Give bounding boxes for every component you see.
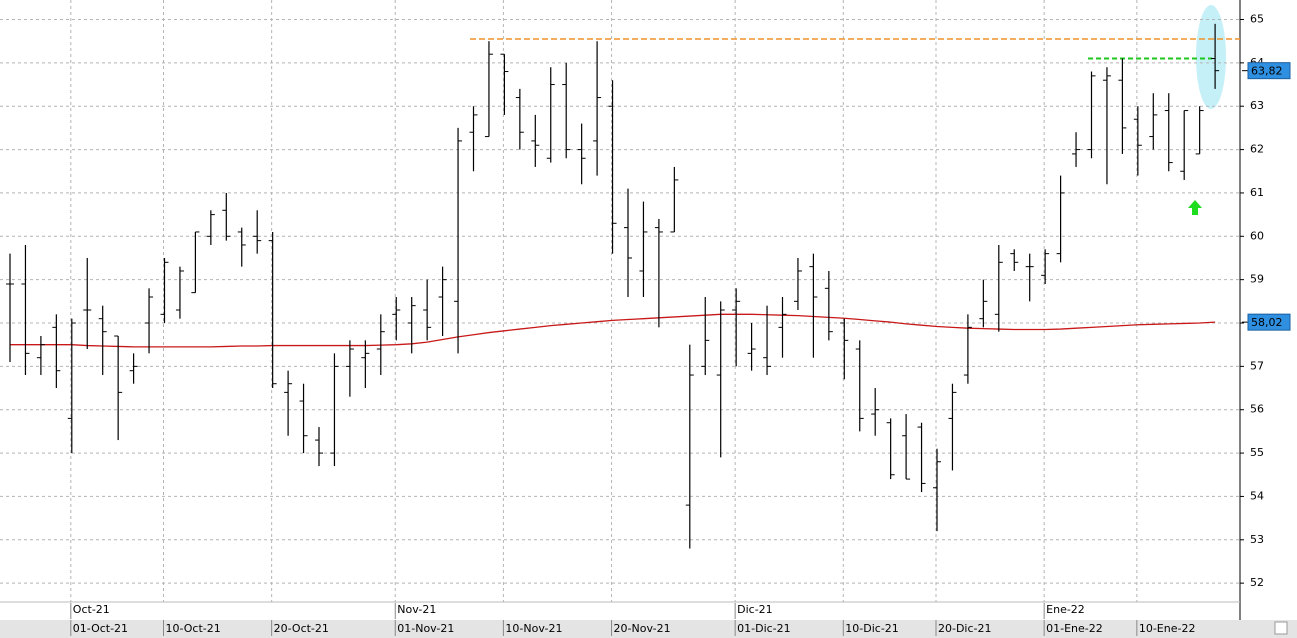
up-arrow [1188, 200, 1202, 215]
x-tick-label: 20-Nov-21 [614, 622, 671, 635]
price-tag-label: 58,02 [1251, 316, 1283, 329]
x-tick-label: 10-Oct-21 [166, 622, 221, 635]
x-tick-label: 10-Ene-22 [1139, 622, 1196, 635]
moving-average [10, 313, 1216, 348]
x-tick-label: 01-Dic-21 [737, 622, 791, 635]
y-tick-label: 59 [1250, 273, 1264, 286]
y-tick-label: 61 [1250, 186, 1264, 199]
period-label: Dic-21 [737, 603, 773, 616]
period-label: Ene-22 [1046, 603, 1085, 616]
x-tick-label: 01-Nov-21 [397, 622, 454, 635]
y-tick-label: 54 [1250, 489, 1264, 502]
x-tick-label: 01-Oct-21 [73, 622, 128, 635]
price-tag [1247, 313, 1291, 331]
x-tick-label: 10-Dic-21 [845, 622, 899, 635]
x-tick-label: 01-Ene-22 [1046, 622, 1103, 635]
y-tick-label: 60 [1250, 229, 1264, 242]
x-tick-label: 20-Dic-21 [938, 622, 992, 635]
y-tick-label: 52 [1250, 576, 1264, 589]
y-tick-label: 62 [1250, 143, 1264, 156]
y-tick-label: 57 [1250, 359, 1264, 372]
x-tick-label: 10-Nov-21 [505, 622, 562, 635]
y-tick-label: 53 [1250, 533, 1264, 546]
y-tick-label: 55 [1250, 446, 1264, 459]
plot: 525354555657585960616263646501-Oct-2110-… [0, 0, 1264, 636]
corner-icon [1274, 621, 1288, 635]
price-tag-label: 63,82 [1251, 65, 1283, 78]
period-label: Oct-21 [73, 603, 110, 616]
period-label: Nov-21 [397, 603, 436, 616]
highlight-ellipse [1196, 5, 1226, 109]
y-tick-label: 56 [1250, 403, 1264, 416]
price-tag [1247, 62, 1291, 80]
x-tick-label: 20-Oct-21 [274, 622, 329, 635]
y-tick-label: 63 [1250, 99, 1264, 112]
date-strip [0, 620, 1297, 638]
y-tick-label: 65 [1250, 13, 1264, 26]
